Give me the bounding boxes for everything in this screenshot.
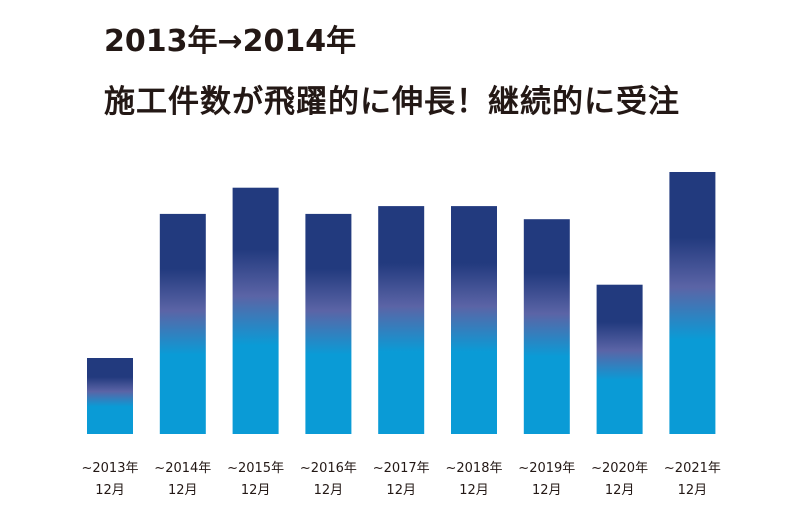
- x-tick-label-4-line-1: ~2017年: [373, 461, 430, 476]
- x-tick-label-3-line-1: ~2016年: [300, 461, 357, 476]
- x-tick-label-5-line-2: 12月: [459, 483, 489, 498]
- x-tick-label-0-line-1: ~2013年: [82, 461, 139, 476]
- x-tick-label-7-line-2: 12月: [605, 483, 635, 498]
- bar-0: [87, 358, 133, 434]
- bar-6: [523, 219, 570, 434]
- x-tick-label-7-line-1: ~2020年: [591, 461, 648, 476]
- x-tick-label-2-line-2: 12月: [241, 483, 271, 498]
- chart-title-line-1: 2013年→2014年: [104, 24, 357, 59]
- x-tick-label-2-line-1: ~2015年: [227, 461, 284, 476]
- x-tick-label-8-line-2: 12月: [678, 483, 708, 498]
- x-tick-label-1-line-1: ~2014年: [154, 461, 211, 476]
- bar-1: [159, 213, 206, 434]
- x-tick-label-0-line-2: 12月: [95, 483, 125, 498]
- x-tick-label-6-line-2: 12月: [532, 483, 562, 498]
- x-tick-label-6-line-1: ~2019年: [518, 461, 575, 476]
- x-axis-tick-labels: ~2013年 12月 ~2014年 12月 ~2015年 12月 ~2016年 12月 ~201…: [82, 461, 721, 498]
- bar-2: [232, 187, 279, 434]
- chart-title-line-2: 施工件数が飛躍的に伸長！継続的に受注: [104, 84, 680, 120]
- bars-group: [87, 172, 716, 434]
- bar-5: [451, 206, 497, 434]
- bar-3: [305, 213, 352, 434]
- x-tick-label-1-line-2: 12月: [168, 483, 198, 498]
- bar-7: [596, 284, 643, 434]
- bar-8: [669, 172, 716, 434]
- x-tick-label-5-line-1: ~2018年: [446, 461, 503, 476]
- x-tick-label-3-line-2: 12月: [314, 483, 344, 498]
- x-tick-label-4-line-2: 12月: [386, 483, 416, 498]
- x-tick-label-8-line-1: ~2021年: [664, 461, 721, 476]
- bar-4: [378, 206, 425, 434]
